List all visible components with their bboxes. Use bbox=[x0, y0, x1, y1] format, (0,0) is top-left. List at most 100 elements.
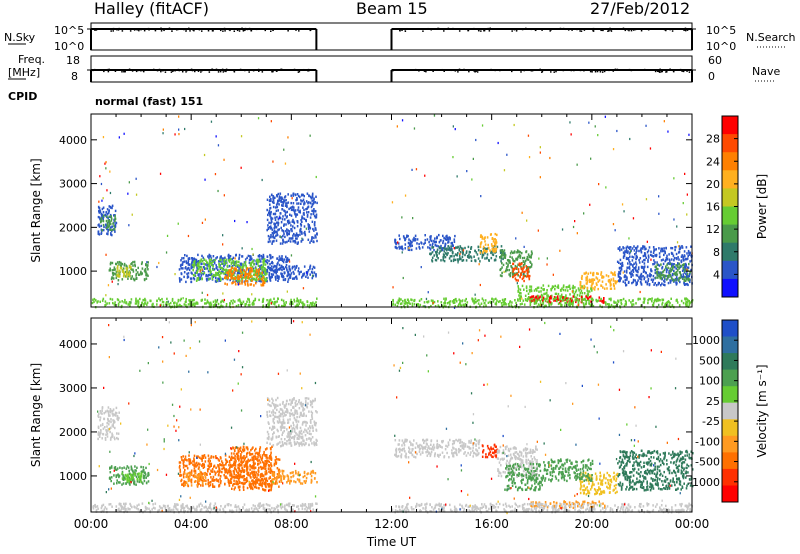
status-dot bbox=[177, 28, 179, 31]
range-cell bbox=[303, 213, 305, 216]
range-cell bbox=[277, 458, 280, 461]
noise-cell bbox=[162, 128, 164, 131]
range-cell bbox=[114, 219, 116, 223]
range-cell bbox=[100, 224, 103, 228]
range-cell bbox=[278, 228, 280, 231]
range-cell bbox=[643, 258, 645, 262]
status-dot bbox=[112, 27, 115, 30]
range-cell bbox=[145, 277, 148, 280]
status-dot bbox=[601, 71, 604, 73]
range-cell bbox=[535, 288, 537, 291]
noise-cell bbox=[623, 210, 625, 213]
range-cell bbox=[661, 247, 664, 250]
range-cell bbox=[100, 411, 102, 415]
status-dot bbox=[437, 27, 440, 30]
range-cell bbox=[444, 255, 447, 259]
range-cell bbox=[104, 436, 107, 440]
range-cell bbox=[685, 272, 687, 276]
range-cell bbox=[682, 255, 684, 258]
range-cell bbox=[209, 277, 211, 280]
range-cell bbox=[188, 268, 191, 272]
range-cell bbox=[262, 263, 265, 267]
status-dot bbox=[155, 28, 158, 30]
range-cell bbox=[676, 264, 679, 268]
range-cell bbox=[688, 303, 691, 306]
range-cell bbox=[652, 255, 655, 258]
range-cell bbox=[185, 266, 187, 269]
range-cell bbox=[503, 249, 506, 252]
noise-cell bbox=[404, 194, 407, 197]
status-dot bbox=[162, 69, 164, 72]
range-cell bbox=[654, 261, 656, 264]
range-cell bbox=[293, 272, 295, 275]
range-cell bbox=[491, 237, 494, 240]
range-cell bbox=[288, 219, 290, 222]
range-cell bbox=[525, 250, 527, 254]
range-cell bbox=[216, 470, 219, 473]
range-cell bbox=[272, 233, 275, 236]
range-cell bbox=[531, 297, 533, 300]
status-dot bbox=[133, 29, 136, 31]
range-cell bbox=[270, 273, 273, 276]
range-cell bbox=[658, 247, 660, 250]
range-cell bbox=[143, 299, 146, 302]
range-cell bbox=[444, 237, 447, 241]
noise-cell bbox=[589, 203, 591, 206]
range-cell bbox=[260, 267, 263, 270]
status-dot bbox=[608, 29, 610, 32]
status-dot bbox=[160, 30, 163, 32]
range-cell bbox=[130, 465, 133, 468]
range-cell bbox=[605, 303, 607, 306]
range-cell bbox=[686, 266, 689, 269]
range-cell bbox=[502, 251, 504, 255]
range-cell bbox=[449, 303, 451, 306]
range-cell bbox=[223, 468, 226, 471]
range-cell bbox=[309, 201, 312, 205]
range-cell bbox=[481, 235, 484, 238]
range-cell bbox=[193, 263, 196, 266]
range-cell bbox=[486, 247, 489, 250]
range-cell bbox=[261, 483, 263, 486]
nsky-tick-bottom: 10^0 bbox=[54, 40, 85, 53]
range-cell bbox=[487, 246, 490, 250]
range-cell bbox=[225, 275, 227, 278]
range-cell bbox=[518, 250, 520, 253]
range-cell bbox=[107, 420, 110, 423]
range-cell bbox=[294, 268, 296, 271]
range-cell bbox=[663, 279, 665, 283]
range-cell bbox=[504, 298, 507, 301]
range-cell bbox=[460, 257, 462, 261]
range-cell bbox=[131, 476, 133, 479]
range-cell bbox=[250, 283, 253, 286]
status-dot bbox=[309, 29, 312, 32]
range-cell bbox=[489, 249, 491, 252]
range-cell bbox=[207, 482, 209, 486]
range-cell bbox=[114, 223, 117, 227]
range-cell bbox=[662, 262, 665, 266]
range-cell bbox=[599, 299, 601, 302]
range-cell bbox=[501, 304, 503, 307]
range-cell bbox=[114, 466, 117, 469]
range-cell bbox=[552, 285, 555, 289]
range-cell bbox=[617, 273, 620, 276]
range-cell bbox=[404, 237, 407, 240]
range-cell bbox=[211, 277, 214, 280]
range-cell bbox=[185, 297, 187, 301]
range-cell bbox=[519, 292, 522, 295]
noise-cell bbox=[677, 245, 680, 248]
range-cell bbox=[555, 299, 557, 302]
range-cell bbox=[188, 257, 191, 260]
range-cell bbox=[250, 255, 252, 258]
range-cell bbox=[640, 282, 643, 285]
range-cell bbox=[111, 276, 114, 280]
range-cell bbox=[125, 475, 128, 478]
range-cell bbox=[668, 275, 670, 278]
range-cell bbox=[277, 223, 279, 227]
range-cell bbox=[312, 212, 315, 215]
range-cell bbox=[122, 275, 125, 278]
range-cell bbox=[294, 234, 296, 237]
noise-cell bbox=[546, 263, 548, 266]
range-cell bbox=[408, 248, 411, 252]
range-cell bbox=[526, 255, 529, 259]
range-cell bbox=[140, 472, 143, 476]
